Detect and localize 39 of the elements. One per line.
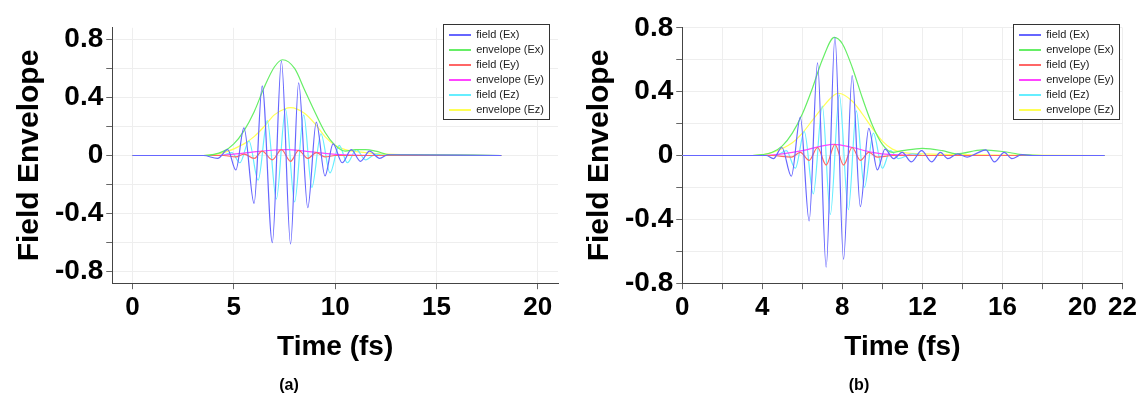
- y-tick-label: -0.4: [55, 196, 104, 228]
- x-tick-label: 0: [125, 290, 140, 321]
- x-tick-label: 4: [755, 290, 771, 321]
- x-tick-label: 20: [1068, 290, 1097, 321]
- x-tick-label: 12: [907, 290, 937, 321]
- text: (b): [848, 376, 870, 394]
- legend-label: field (Ex): [1046, 27, 1090, 42]
- y-tick-label: 0: [87, 138, 104, 170]
- y-tick-label: 0.4: [64, 80, 104, 112]
- x-tick-label: 20: [523, 290, 553, 321]
- y-tick-label: -0.8: [625, 265, 674, 297]
- legend-label: envelope (Ex): [476, 42, 544, 57]
- y-tick-label: 0.8: [634, 10, 674, 42]
- x-tick-label: 16: [988, 290, 1017, 321]
- legend-label: field (Ey): [1046, 57, 1090, 72]
- legend-label: envelope (Ez): [476, 102, 544, 117]
- y-axis-title: Field Envelope: [11, 49, 45, 262]
- y-tick-label: 0.4: [634, 74, 674, 106]
- text: (a): [279, 376, 299, 394]
- x-tick-label: 22: [1108, 290, 1137, 321]
- legend-label: field (Ez): [1046, 87, 1090, 102]
- y-axis-title: Field Envelope: [581, 49, 615, 262]
- x-tick-label: 15: [421, 290, 451, 321]
- legend-label: envelope (Ey): [1046, 72, 1114, 87]
- x-axis-title: Time (fs): [844, 329, 961, 361]
- x-tick-label: 5: [226, 290, 242, 321]
- y-tick-label: 0: [657, 138, 674, 170]
- legend-label: envelope (Ez): [1046, 102, 1114, 117]
- legend-label: envelope (Ey): [476, 72, 544, 87]
- x-axis-title: Time (fs): [277, 329, 394, 361]
- legend-label: field (Ex): [476, 27, 520, 42]
- legend-label: envelope (Ex): [1046, 42, 1114, 57]
- legend-label: field (Ey): [476, 57, 520, 72]
- y-tick-label: -0.8: [55, 254, 104, 286]
- x-tick-label: 10: [320, 290, 350, 321]
- legend-label: field (Ez): [476, 87, 520, 102]
- x-tick-label: 8: [835, 290, 850, 321]
- y-tick-label: -0.4: [625, 202, 674, 234]
- y-tick-label: 0.8: [64, 22, 104, 54]
